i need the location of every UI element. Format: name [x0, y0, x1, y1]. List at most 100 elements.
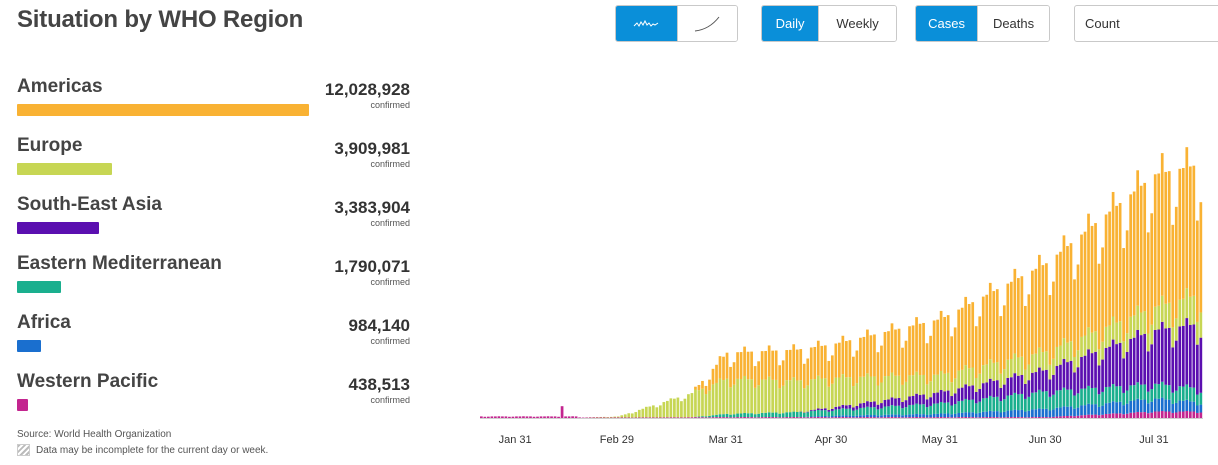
bar-europe [1115, 322, 1118, 345]
bar-africa [1122, 405, 1125, 415]
bar-eastern-mediterranean [1164, 384, 1168, 400]
bar-africa [1199, 404, 1203, 413]
deaths-button[interactable]: Deaths [977, 6, 1049, 41]
bar-western-pacific [1016, 417, 1020, 418]
bar-americas [1181, 168, 1185, 299]
bar-americas [939, 310, 943, 371]
bar-europe [834, 377, 838, 407]
bar-americas [1146, 232, 1150, 334]
region-south-east-asia[interactable]: South-East Asia 3,383,904 confirmed [17, 194, 417, 250]
bar-western-pacific [1185, 410, 1189, 418]
bar-western-pacific [988, 417, 992, 418]
cases-button[interactable]: Cases [916, 6, 978, 41]
bar-europe [1087, 327, 1090, 350]
bar-south-east-asia [1129, 338, 1133, 386]
region-africa[interactable]: Africa 984,140 confirmed [17, 312, 417, 368]
bar-europe [1188, 296, 1192, 325]
bar-western-pacific [501, 416, 504, 418]
bar-europe [830, 383, 834, 409]
bar-western-pacific [515, 416, 518, 418]
bar-south-east-asia [841, 404, 845, 409]
region-value: 3,909,981 [334, 139, 410, 158]
bar-africa [1016, 410, 1020, 418]
bar-western-pacific [715, 417, 718, 418]
bar-western-pacific [841, 417, 845, 418]
bar-europe [999, 373, 1003, 388]
daily-button[interactable]: Daily [762, 6, 819, 41]
bar-africa [1059, 407, 1062, 417]
bar-americas [1027, 294, 1031, 365]
bar-africa [1031, 409, 1034, 418]
bar-americas [701, 380, 704, 389]
bar-americas [862, 336, 866, 377]
bar-south-east-asia [1178, 326, 1182, 387]
bar-eastern-mediterranean [1087, 385, 1090, 404]
bar-south-east-asia [806, 411, 810, 413]
bar-eastern-mediterranean [722, 414, 725, 418]
bar-eastern-mediterranean [925, 407, 929, 415]
bar-eastern-mediterranean [725, 413, 729, 418]
bar-western-pacific [1150, 412, 1154, 418]
bar-africa [841, 415, 845, 417]
region-americas[interactable]: Americas 12,028,928 confirmed [17, 76, 417, 132]
bar-eastern-mediterranean [715, 414, 718, 418]
bar-africa [971, 412, 975, 418]
bar-africa [1045, 408, 1048, 418]
bar-western-pacific [1188, 411, 1192, 418]
bar-eastern-mediterranean [841, 408, 845, 416]
bar-western-pacific [813, 417, 817, 418]
bar-eastern-mediterranean [848, 408, 852, 416]
bar-south-east-asia [897, 397, 901, 406]
bar-western-pacific [985, 417, 989, 418]
bar-africa [1146, 403, 1150, 414]
bar-americas [964, 296, 968, 366]
linear-scale-button[interactable] [616, 6, 677, 41]
bar-europe [957, 370, 961, 389]
bar-africa [1192, 401, 1196, 412]
bar-eastern-mediterranean [1016, 394, 1020, 411]
bar-africa [890, 414, 894, 417]
bar-americas [971, 302, 975, 368]
bar-europe [1055, 346, 1059, 366]
bar-africa [1181, 400, 1185, 412]
region-eastern-mediterranean[interactable]: Eastern Mediterranean 1,790,071 confirme… [17, 253, 417, 309]
count-select[interactable]: Count [1074, 5, 1218, 42]
weekly-button[interactable]: Weekly [818, 6, 896, 41]
chart-bars [480, 147, 1203, 419]
bar-western-pacific [862, 417, 866, 418]
log-scale-button[interactable] [676, 6, 737, 41]
bar-americas [816, 340, 820, 376]
bar-europe [666, 400, 669, 418]
bar-western-pacific [1002, 417, 1006, 418]
bar-western-pacific [550, 416, 553, 418]
region-western-pacific[interactable]: Western Pacific 438,513 confirmed [17, 371, 417, 427]
bar-eastern-mediterranean [922, 404, 925, 415]
bar-africa [820, 416, 824, 418]
bar-western-pacific [809, 417, 813, 418]
bar-americas [1101, 247, 1104, 342]
bar-africa [1020, 409, 1024, 418]
bar-europe [683, 398, 687, 418]
bar-eastern-mediterranean [736, 413, 739, 418]
bar-americas [1153, 174, 1157, 307]
bar-europe [1024, 369, 1027, 384]
bar-africa [1097, 406, 1101, 416]
bar-eastern-mediterranean [1034, 392, 1038, 410]
bar-eastern-mediterranean [809, 411, 813, 417]
bar-western-pacific [904, 417, 908, 418]
bar-eastern-mediterranean [1048, 396, 1052, 411]
bar-south-east-asia [1069, 360, 1073, 390]
bar-europe [1195, 321, 1199, 345]
bar-eastern-mediterranean [774, 412, 778, 418]
bar-europe [620, 415, 624, 418]
bar-europe [908, 375, 911, 397]
bar-africa [992, 411, 996, 418]
bar-western-pacific [571, 416, 574, 418]
bar-western-pacific [613, 417, 617, 418]
bar-africa [897, 414, 901, 418]
bar-eastern-mediterranean [995, 396, 999, 412]
region-europe[interactable]: Europe 3,909,981 confirmed [17, 135, 417, 191]
bar-south-east-asia [1009, 377, 1013, 396]
bar-eastern-mediterranean [1122, 392, 1125, 406]
bar-europe [1125, 333, 1129, 352]
